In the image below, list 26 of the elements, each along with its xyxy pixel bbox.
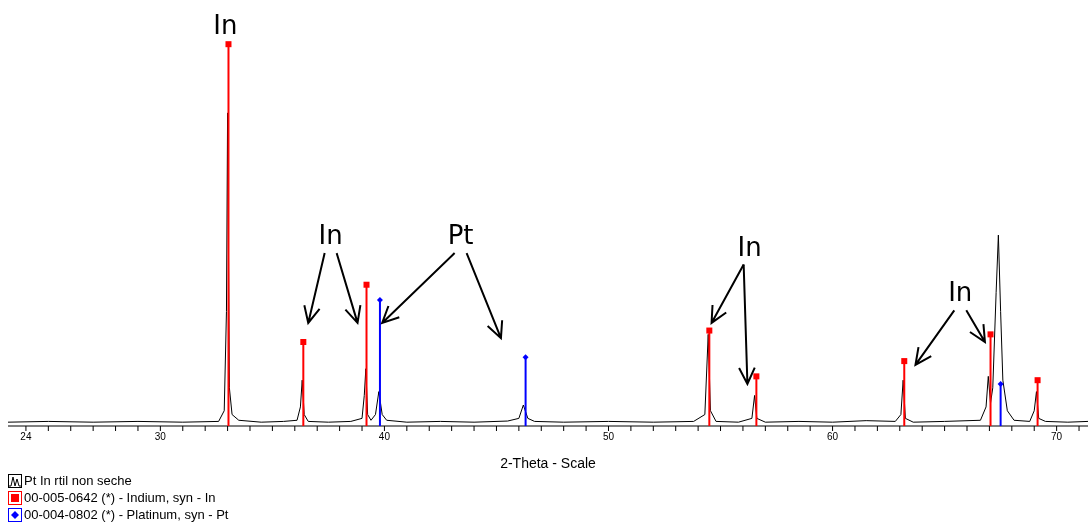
annotation: In bbox=[737, 231, 762, 262]
point bbox=[300, 339, 307, 345]
annotation: Pt bbox=[447, 220, 474, 251]
annotation: In bbox=[948, 277, 973, 308]
x-tick-label: 24 bbox=[20, 431, 32, 443]
x-tick-label: 60 bbox=[827, 431, 839, 443]
point bbox=[363, 281, 370, 288]
x-tick-label: 70 bbox=[1051, 431, 1063, 443]
point bbox=[1034, 377, 1041, 384]
point bbox=[997, 381, 1004, 387]
point bbox=[376, 297, 383, 303]
point bbox=[706, 327, 713, 334]
point bbox=[901, 358, 908, 365]
point bbox=[522, 354, 529, 361]
point bbox=[225, 41, 232, 48]
x-axis-title: 2-Theta - Scale bbox=[500, 455, 597, 471]
legend-label: 00-005-0642 (*) - Indium, syn - In bbox=[24, 489, 216, 506]
legend-label: 00-004-0802 (*) - Platinum, syn - Pt bbox=[24, 506, 229, 523]
point bbox=[753, 373, 760, 380]
text: In bbox=[213, 10, 238, 41]
x-tick-label: 40 bbox=[378, 431, 391, 443]
annotation: In bbox=[318, 220, 343, 251]
legend-label: Pt In rtil non seche bbox=[24, 472, 132, 489]
x-tick-label: 50 bbox=[602, 431, 615, 443]
x-tick-label: 30 bbox=[154, 431, 167, 443]
point bbox=[987, 331, 994, 338]
